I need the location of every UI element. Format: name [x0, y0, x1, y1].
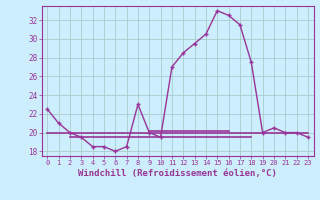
X-axis label: Windchill (Refroidissement éolien,°C): Windchill (Refroidissement éolien,°C)	[78, 169, 277, 178]
